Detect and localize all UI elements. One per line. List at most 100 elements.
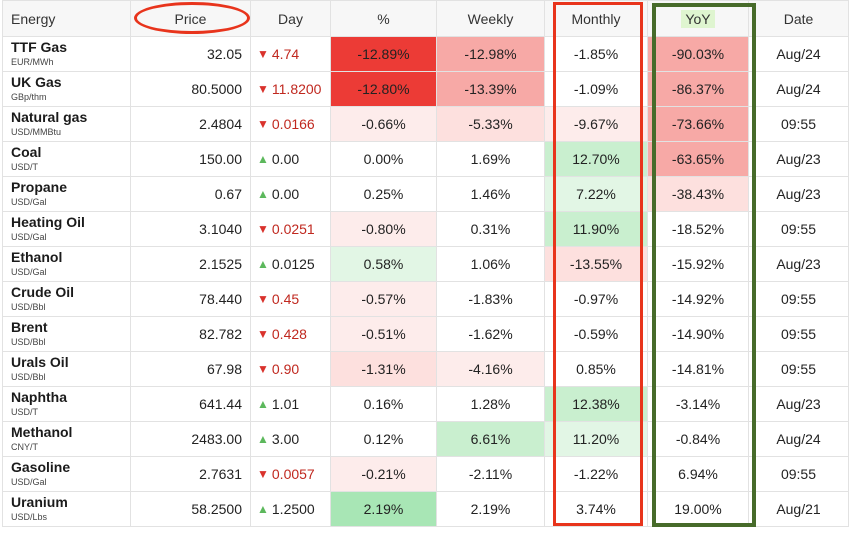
monthly-change-cell: 12.38%	[544, 386, 648, 422]
up-triangle-icon: ▲	[257, 152, 269, 166]
table-row[interactable]: Coal USD/T 150.00 ▲ 0.00 0.00% 1.69% 12.70% -63.…	[2, 141, 849, 177]
header-weekly[interactable]: Weekly	[436, 0, 545, 37]
commodity-name[interactable]: Urals Oil	[11, 354, 69, 371]
commodity-name-cell[interactable]: Urals Oil USD/Bbl	[2, 351, 131, 387]
day-change-cell: ▼ 4.74	[250, 36, 331, 72]
yoy-change-cell: -15.92%	[647, 246, 749, 282]
commodity-name-cell[interactable]: UK Gas GBp/thm	[2, 71, 131, 107]
weekly-change-cell: 6.61%	[436, 421, 545, 457]
percent-change-cell: -12.89%	[330, 36, 437, 72]
table-row[interactable]: Gasoline USD/Gal 2.7631 ▼ 0.0057 -0.21% -2.11%…	[2, 456, 849, 492]
up-triangle-icon: ▲	[257, 432, 269, 446]
commodity-name[interactable]: Brent	[11, 319, 48, 336]
commodity-name[interactable]: Natural gas	[11, 109, 88, 126]
date-cell: Aug/24	[748, 421, 849, 457]
table-row[interactable]: TTF Gas EUR/MWh 32.05 ▼ 4.74 -12.89% -12.98% -1…	[2, 36, 849, 72]
weekly-change-cell: 1.46%	[436, 176, 545, 212]
table-row[interactable]: Propane USD/Gal 0.67 ▲ 0.00 0.25% 1.46% 7.22% -3…	[2, 176, 849, 212]
table-row[interactable]: Crude Oil USD/Bbl 78.440 ▼ 0.45 -0.57% -1.83% -…	[2, 281, 849, 317]
commodity-unit: USD/MMBtu	[11, 126, 62, 137]
day-change-value: 11.8200	[271, 81, 322, 97]
commodity-name[interactable]: Propane	[11, 179, 68, 196]
commodity-unit: USD/T	[11, 406, 38, 417]
price-cell: 78.440	[130, 281, 251, 317]
commodity-name[interactable]: UK Gas	[11, 74, 62, 91]
percent-change-cell: -0.57%	[330, 281, 437, 317]
header-energy[interactable]: Energy	[2, 0, 131, 37]
percent-change-cell: -0.66%	[330, 106, 437, 142]
price-cell: 641.44	[130, 386, 251, 422]
table-row[interactable]: Heating Oil USD/Gal 3.1040 ▼ 0.0251 -0.80% 0.3…	[2, 211, 849, 247]
down-triangle-icon: ▼	[257, 82, 269, 96]
day-change-value: 1.2500	[271, 501, 315, 517]
table-row[interactable]: Uranium USD/Lbs 58.2500 ▲ 1.2500 2.19% 2.19% 3.…	[2, 491, 849, 527]
monthly-change-cell: -1.09%	[544, 71, 648, 107]
down-triangle-icon: ▼	[257, 292, 269, 306]
commodity-name[interactable]: Methanol	[11, 424, 73, 441]
day-change-value: 0.45	[271, 291, 300, 307]
commodity-name-cell[interactable]: Methanol CNY/T	[2, 421, 131, 457]
commodity-name-cell[interactable]: Uranium USD/Lbs	[2, 491, 131, 527]
day-change-cell: ▼ 0.90	[250, 351, 331, 387]
header-yoy[interactable]: YoY	[647, 0, 749, 37]
table-row[interactable]: Natural gas USD/MMBtu 2.4804 ▼ 0.0166 -0.66% -…	[2, 106, 849, 142]
commodity-name-cell[interactable]: Brent USD/Bbl	[2, 316, 131, 352]
percent-change-cell: -0.80%	[330, 211, 437, 247]
weekly-change-cell: 1.69%	[436, 141, 545, 177]
header-day[interactable]: Day	[250, 0, 331, 37]
table-row[interactable]: Ethanol USD/Gal 2.1525 ▲ 0.0125 0.58% 1.06% -13…	[2, 246, 849, 282]
table-row[interactable]: Brent USD/Bbl 82.782 ▼ 0.428 -0.51% -1.62% -0.5…	[2, 316, 849, 352]
commodity-unit: USD/Gal	[11, 196, 47, 207]
commodity-name[interactable]: Uranium	[11, 494, 68, 511]
commodity-name-cell[interactable]: Natural gas USD/MMBtu	[2, 106, 131, 142]
commodity-name-cell[interactable]: Propane USD/Gal	[2, 176, 131, 212]
header-date[interactable]: Date	[748, 0, 849, 37]
weekly-change-cell: -2.11%	[436, 456, 545, 492]
date-cell: 09:55	[748, 456, 849, 492]
weekly-change-cell: 1.28%	[436, 386, 545, 422]
yoy-change-cell: -38.43%	[647, 176, 749, 212]
down-triangle-icon: ▼	[257, 362, 269, 376]
header-percent[interactable]: %	[330, 0, 437, 37]
commodity-name[interactable]: Coal	[11, 144, 42, 161]
commodity-name[interactable]: TTF Gas	[11, 39, 68, 56]
commodity-name[interactable]: Gasoline	[11, 459, 71, 476]
day-change-cell: ▼ 0.0251	[250, 211, 331, 247]
date-cell: Aug/23	[748, 176, 849, 212]
monthly-change-cell: 3.74%	[544, 491, 648, 527]
commodity-unit: USD/Lbs	[11, 511, 48, 522]
day-change-cell: ▼ 11.8200	[250, 71, 331, 107]
commodity-name-cell[interactable]: Heating Oil USD/Gal	[2, 211, 131, 247]
table-row[interactable]: Naphtha USD/T 641.44 ▲ 1.01 0.16% 1.28% 12.38% -…	[2, 386, 849, 422]
commodity-name[interactable]: Heating Oil	[11, 214, 85, 231]
commodity-name-cell[interactable]: TTF Gas EUR/MWh	[2, 36, 131, 72]
price-cell: 80.5000	[130, 71, 251, 107]
commodity-name-cell[interactable]: Naphtha USD/T	[2, 386, 131, 422]
header-monthly[interactable]: Monthly	[544, 0, 648, 37]
commodity-name-cell[interactable]: Coal USD/T	[2, 141, 131, 177]
down-triangle-icon: ▼	[257, 327, 269, 341]
price-cell: 0.67	[130, 176, 251, 212]
day-change-value: 0.00	[271, 151, 300, 167]
monthly-change-cell: -1.22%	[544, 456, 648, 492]
table-row[interactable]: Methanol CNY/T 2483.00 ▲ 3.00 0.12% 6.61% 11.20…	[2, 421, 849, 457]
commodity-name[interactable]: Naphtha	[11, 389, 67, 406]
commodity-unit: USD/Bbl	[11, 371, 46, 382]
table-row[interactable]: UK Gas GBp/thm 80.5000 ▼ 11.8200 -12.80% -13.3…	[2, 71, 849, 107]
header-price[interactable]: Price	[130, 0, 251, 37]
commodity-name[interactable]: Ethanol	[11, 249, 63, 266]
weekly-change-cell: 0.31%	[436, 211, 545, 247]
price-cell: 150.00	[130, 141, 251, 177]
commodity-name[interactable]: Crude Oil	[11, 284, 75, 301]
date-cell: 09:55	[748, 281, 849, 317]
commodity-name-cell[interactable]: Gasoline USD/Gal	[2, 456, 131, 492]
date-cell: 09:55	[748, 351, 849, 387]
day-change-cell: ▲ 0.00	[250, 141, 331, 177]
commodity-name-cell[interactable]: Crude Oil USD/Bbl	[2, 281, 131, 317]
weekly-change-cell: 2.19%	[436, 491, 545, 527]
table-row[interactable]: Urals Oil USD/Bbl 67.98 ▼ 0.90 -1.31% -4.16% 0.…	[2, 351, 849, 387]
date-cell: Aug/24	[748, 36, 849, 72]
percent-change-cell: 0.12%	[330, 421, 437, 457]
commodity-name-cell[interactable]: Ethanol USD/Gal	[2, 246, 131, 282]
date-cell: Aug/23	[748, 386, 849, 422]
